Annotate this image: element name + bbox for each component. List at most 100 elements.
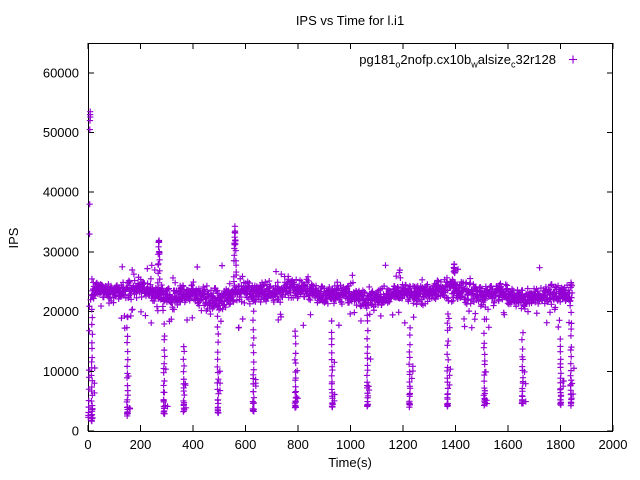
y-tick-label: 50000 xyxy=(43,125,79,140)
data-point xyxy=(160,382,167,389)
data-point xyxy=(156,250,163,258)
data-point xyxy=(155,238,163,245)
data-point xyxy=(196,297,203,304)
data-point xyxy=(155,260,162,267)
data-point xyxy=(484,306,492,313)
data-point xyxy=(180,368,187,375)
data-point xyxy=(557,335,564,343)
data-point xyxy=(246,300,253,307)
data-point xyxy=(232,229,239,237)
data-point xyxy=(568,282,575,289)
data-point xyxy=(402,282,409,289)
data-point xyxy=(557,348,564,355)
data-point xyxy=(241,299,248,307)
data-point xyxy=(169,274,177,282)
data-point xyxy=(434,277,441,284)
data-point xyxy=(406,361,413,368)
data-point xyxy=(346,299,353,306)
data-point xyxy=(551,289,558,296)
data-point xyxy=(235,324,242,331)
data-point xyxy=(519,380,527,387)
data-point xyxy=(181,391,188,399)
data-point xyxy=(557,298,564,305)
data-point xyxy=(347,310,354,318)
data-point xyxy=(444,385,452,392)
data-point xyxy=(567,297,574,304)
data-point xyxy=(294,367,301,374)
plot-border xyxy=(88,43,613,432)
data-point xyxy=(369,300,376,308)
data-point xyxy=(214,363,221,371)
data-point xyxy=(444,342,451,349)
data-point xyxy=(447,366,454,373)
data-point xyxy=(381,283,388,290)
data-point xyxy=(518,336,526,343)
data-point xyxy=(467,300,474,307)
data-point xyxy=(124,339,131,346)
data-point xyxy=(365,386,373,394)
data-point xyxy=(180,343,187,350)
data-point xyxy=(249,342,256,349)
data-point xyxy=(444,351,451,358)
data-point xyxy=(444,320,451,327)
data-point xyxy=(364,312,371,319)
data-point xyxy=(250,366,257,373)
data-point xyxy=(481,384,488,392)
data-point xyxy=(570,365,578,372)
data-point xyxy=(89,314,96,321)
data-point xyxy=(501,311,508,318)
data-point xyxy=(170,306,178,313)
data-point xyxy=(393,273,400,280)
data-point xyxy=(215,390,222,397)
data-point xyxy=(567,381,574,388)
data-point xyxy=(270,298,277,306)
data-point xyxy=(230,289,237,296)
data-point xyxy=(510,287,517,294)
y-tick-label: 30000 xyxy=(43,244,79,259)
data-point xyxy=(568,289,576,297)
data-point xyxy=(207,310,214,318)
data-point xyxy=(147,275,155,282)
data-point xyxy=(190,278,197,286)
data-point xyxy=(450,294,457,301)
data-point xyxy=(91,389,98,397)
data-point xyxy=(215,330,222,338)
data-point xyxy=(119,263,126,270)
data-point xyxy=(217,318,225,325)
data-point xyxy=(87,108,94,115)
data-point xyxy=(331,359,338,366)
data-point xyxy=(194,263,201,271)
data-point xyxy=(406,348,413,356)
data-point xyxy=(180,356,187,363)
data-point xyxy=(160,396,167,403)
data-point xyxy=(444,391,451,398)
data-point xyxy=(524,308,532,315)
data-point xyxy=(559,377,567,385)
data-point xyxy=(557,401,564,409)
data-point xyxy=(405,298,412,305)
data-point xyxy=(123,324,130,331)
data-point xyxy=(252,376,259,383)
data-point xyxy=(183,316,191,324)
data-point xyxy=(477,303,484,310)
y-tick-label: 10000 xyxy=(43,364,79,379)
data-point xyxy=(86,327,93,334)
data-point xyxy=(250,308,257,315)
x-tick-label: 1200 xyxy=(389,437,418,452)
data-point xyxy=(377,312,384,320)
y-tick-label: 20000 xyxy=(43,304,79,319)
data-point xyxy=(461,323,468,330)
data-point xyxy=(292,350,299,357)
data-point xyxy=(279,294,286,301)
data-point xyxy=(401,319,408,326)
data-point xyxy=(328,363,336,370)
data-point xyxy=(446,381,453,389)
data-point xyxy=(328,335,335,342)
data-point xyxy=(364,317,371,324)
data-point xyxy=(349,272,356,279)
data-point xyxy=(277,313,285,320)
data-point xyxy=(328,329,335,336)
data-point xyxy=(216,387,224,394)
